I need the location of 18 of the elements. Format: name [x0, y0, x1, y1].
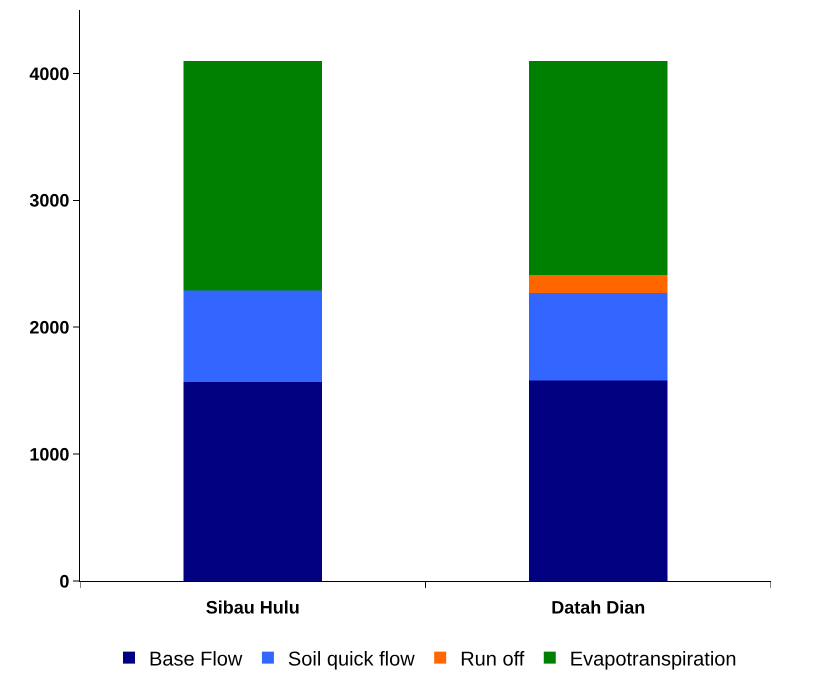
y-tick-label: 1000: [29, 444, 70, 464]
bar: [529, 380, 668, 581]
legend-label: Evapotranspiration: [570, 648, 737, 670]
legend-label: Base Flow: [149, 648, 243, 670]
x-tick-label: Datah Dian: [551, 598, 646, 618]
bar: [529, 292, 668, 381]
bar: [529, 60, 668, 276]
legend-label: Run off: [460, 648, 525, 670]
x-tick-label: Sibau Hulu: [206, 598, 300, 618]
y-tick-label: 4000: [29, 64, 70, 84]
bar: [184, 382, 322, 581]
bar: [529, 275, 668, 293]
y-tick-label: 3000: [29, 190, 70, 211]
y-tick-label: 0: [59, 571, 70, 592]
bar: [184, 290, 322, 382]
legend-label: Soil quick flow: [288, 648, 416, 670]
y-tick-label: 2000: [29, 318, 70, 338]
bar: [184, 60, 322, 290]
